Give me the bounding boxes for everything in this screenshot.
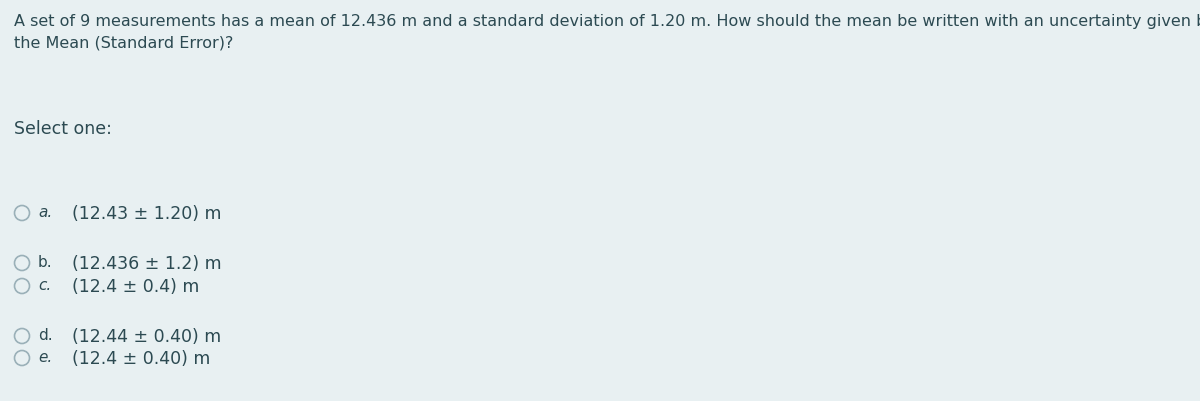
Text: (12.43 ± 1.20) m: (12.43 ± 1.20) m — [72, 205, 222, 223]
Text: (12.4 ± 0.4) m: (12.4 ± 0.4) m — [72, 278, 199, 296]
Text: e.: e. — [38, 350, 53, 365]
Text: a.: a. — [38, 205, 53, 220]
Text: (12.436 ± 1.2) m: (12.436 ± 1.2) m — [72, 255, 222, 273]
Circle shape — [14, 205, 30, 221]
Text: A set of 9 measurements has a mean of 12.436 m and a standard deviation of 1.20 : A set of 9 measurements has a mean of 12… — [14, 14, 1200, 51]
Text: (12.44 ± 0.40) m: (12.44 ± 0.40) m — [72, 328, 221, 346]
Circle shape — [14, 328, 30, 344]
Circle shape — [14, 350, 30, 365]
Text: (12.4 ± 0.40) m: (12.4 ± 0.40) m — [72, 350, 210, 368]
Circle shape — [14, 279, 30, 294]
Text: d.: d. — [38, 328, 53, 343]
Text: Select one:: Select one: — [14, 120, 112, 138]
Text: c.: c. — [38, 278, 52, 293]
Text: b.: b. — [38, 255, 53, 270]
Circle shape — [14, 255, 30, 271]
